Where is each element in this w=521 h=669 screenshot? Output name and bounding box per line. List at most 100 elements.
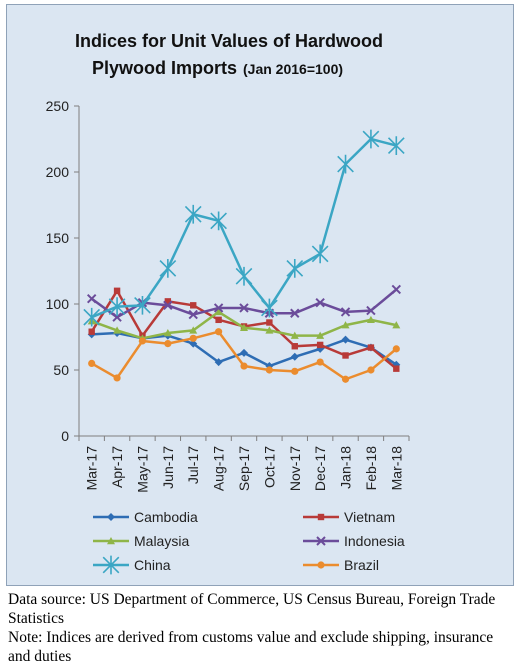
data-point — [189, 334, 197, 342]
data-point — [240, 362, 248, 370]
data-point — [88, 328, 95, 335]
data-point — [235, 266, 253, 286]
legend-label: Brazil — [344, 557, 379, 573]
data-point — [163, 329, 172, 337]
x-tick-label: Mar-18 — [388, 446, 404, 491]
legend-label: Cambodia — [134, 509, 198, 525]
chart-title-note: (Jan 2016=100) — [243, 61, 343, 77]
legend-label: Indonesia — [344, 533, 405, 549]
data-point — [316, 358, 324, 366]
y-tick-label: 250 — [46, 98, 70, 114]
data-point — [164, 298, 172, 305]
data-point — [239, 303, 249, 313]
data-point — [86, 294, 97, 304]
data-point — [190, 302, 197, 309]
footnotes: Data source: US Department of Commerce, … — [8, 590, 516, 666]
data-point — [240, 348, 248, 357]
data-point — [286, 259, 304, 278]
data-point — [337, 154, 354, 174]
indices-note: Note: Indices are derived from customs v… — [8, 629, 494, 665]
data-point — [342, 352, 349, 359]
data-point — [316, 341, 324, 349]
data-point — [108, 297, 126, 316]
legend-item-vietnam: Vietnam — [303, 509, 395, 525]
data-point — [83, 307, 101, 327]
data-point — [189, 326, 198, 334]
data-point — [291, 367, 299, 375]
data-point — [113, 374, 121, 382]
data-point — [88, 359, 96, 367]
data-point — [138, 337, 147, 345]
data-point — [113, 287, 121, 294]
data-point — [215, 328, 223, 336]
data-point — [392, 321, 401, 329]
data-point — [261, 298, 278, 318]
data-point — [367, 344, 375, 351]
x-tick-label: Oct-17 — [261, 446, 277, 488]
data-point — [107, 513, 115, 521]
data-point — [290, 352, 299, 361]
x-tick-label: Mar-17 — [84, 446, 100, 491]
data-point — [341, 375, 350, 383]
data-point — [214, 307, 223, 316]
data-point — [214, 358, 223, 367]
axes-group: 0 50 100 150 200 250 Mar-17 Apr-17 May-17 Jun-17 J… — [46, 98, 410, 493]
data-point — [113, 326, 122, 334]
data-point — [215, 316, 222, 324]
x-tick-label: Aug-17 — [211, 446, 227, 491]
series-brazil — [88, 328, 400, 383]
data-point — [392, 345, 400, 353]
data-point — [265, 326, 274, 334]
data-point — [290, 331, 299, 339]
line-chart: Indices for Unit Values of Hardwood Plyw… — [46, 31, 410, 575]
legend-label: China — [134, 557, 171, 573]
data-point — [188, 309, 198, 320]
y-tick-label: 0 — [61, 428, 69, 444]
x-tick-label: Apr-17 — [109, 446, 125, 488]
legend-label: Malaysia — [134, 533, 189, 549]
legend-item-indonesia: Indonesia — [303, 533, 405, 549]
data-point — [159, 259, 177, 278]
x-tick-label: Dec-17 — [312, 446, 328, 491]
data-point — [391, 284, 402, 295]
data-point — [102, 555, 120, 575]
y-tick-label: 50 — [53, 362, 69, 378]
data-point — [317, 561, 325, 569]
data-point — [210, 211, 227, 231]
data-point — [291, 343, 298, 350]
data-point — [317, 513, 325, 521]
data-point — [316, 331, 325, 339]
x-tick-label: Jun-17 — [160, 446, 176, 489]
data-point — [112, 312, 122, 322]
data-point — [362, 129, 380, 149]
chart-title: Indices for Unit Values of Hardwood — [75, 31, 383, 51]
data-point — [266, 319, 273, 326]
data-point — [184, 204, 202, 224]
data-point — [290, 308, 300, 318]
data-point — [134, 295, 151, 315]
data-point — [316, 536, 326, 546]
data-point — [213, 303, 224, 313]
data-point — [265, 366, 273, 374]
x-tick-label: Jan-18 — [338, 446, 354, 489]
data-point — [315, 297, 325, 308]
data-point — [164, 340, 172, 348]
data-point — [311, 244, 329, 264]
y-tick-label: 100 — [46, 296, 70, 312]
data-point — [341, 335, 350, 344]
legend-label: Vietnam — [344, 509, 395, 525]
chart-title-line2: Plywood Imports — [92, 58, 237, 78]
legend-item-brazil: Brazil — [303, 557, 379, 573]
legend: Cambodia Vietnam Malaysia Indonesia China Bra… — [93, 509, 405, 575]
data-point — [393, 365, 400, 372]
x-tick-label: May-17 — [134, 446, 150, 493]
data-point — [240, 323, 248, 331]
data-point — [341, 321, 350, 329]
x-tick-label: Sep-17 — [236, 446, 252, 491]
chart-container: Indices for Unit Values of Hardwood Plyw… — [6, 4, 514, 586]
series-china — [83, 129, 405, 327]
data-point — [366, 315, 375, 324]
x-tick-label: Feb-18 — [363, 446, 379, 491]
series-layer — [83, 129, 405, 383]
x-tick-label: Jul-17 — [185, 446, 201, 484]
